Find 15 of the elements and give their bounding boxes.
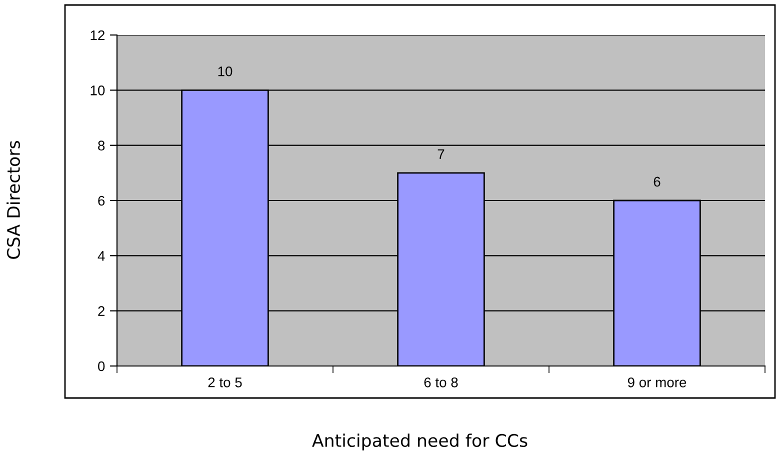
data-label: 10 [218, 66, 232, 76]
x-tick-label: 9 or more [628, 377, 686, 388]
y-tick-label: 2 [98, 306, 104, 316]
y-tick-label: 0 [98, 361, 105, 372]
x-tick-label: 6 to 8 [424, 377, 458, 388]
data-label: 6 [654, 176, 660, 187]
y-axis-title: CSA Directors [6, 141, 20, 259]
data-label: 7 [438, 149, 444, 159]
y-tick-label: 10 [90, 86, 105, 96]
y-tick-label: 4 [98, 251, 105, 261]
y-tick-label: 6 [98, 196, 105, 206]
y-tick-label: 12 [90, 30, 104, 40]
x-axis-title: Anticipated need for CCs [312, 434, 528, 450]
y-tick-label: 8 [98, 140, 105, 151]
x-tick-label: 2 to 5 [208, 377, 242, 388]
